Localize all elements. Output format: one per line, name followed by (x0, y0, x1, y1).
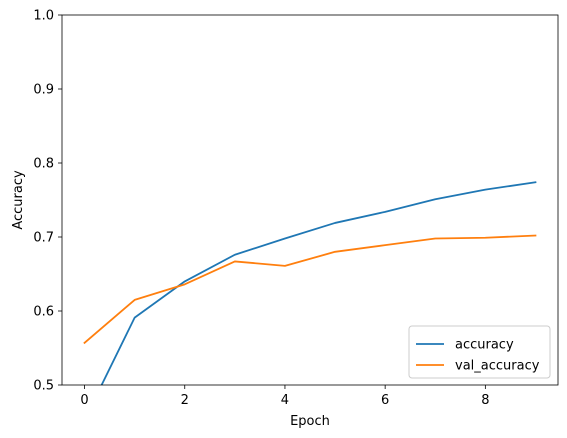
y-tick-label: 0.9 (33, 83, 54, 98)
legend-box (408, 325, 551, 379)
y-axis-label: Accuracy (11, 170, 26, 230)
y-tick-label: 0.8 (33, 157, 54, 172)
y-tick-label: 0.5 (33, 379, 54, 394)
y-tick-label: 0.6 (33, 305, 54, 320)
y-tick-label: 0.7 (33, 231, 54, 246)
series-layer (83, 181, 537, 385)
plot-frame (61, 14, 559, 386)
y-tick-label: 1.0 (33, 9, 54, 24)
legend-label-val-accuracy: val_accuracy (455, 359, 540, 374)
legend: accuracy val_accuracy (408, 325, 551, 379)
x-tick-label: 8 (481, 393, 489, 408)
x-axis: 0 2 4 6 8 (80, 385, 489, 408)
legend-label-accuracy: accuracy (455, 338, 514, 353)
x-tick-label: 4 (281, 393, 289, 408)
x-axis-label: Epoch (290, 414, 330, 429)
x-tick-label: 6 (381, 393, 389, 408)
y-axis: 0.5 0.6 0.7 0.8 0.9 1.0 (33, 9, 62, 394)
x-tick-label: 0 (80, 393, 88, 408)
x-tick-label: 2 (181, 393, 189, 408)
series-line-val-accuracy (83, 234, 537, 345)
series-line-accuracy (100, 181, 537, 385)
